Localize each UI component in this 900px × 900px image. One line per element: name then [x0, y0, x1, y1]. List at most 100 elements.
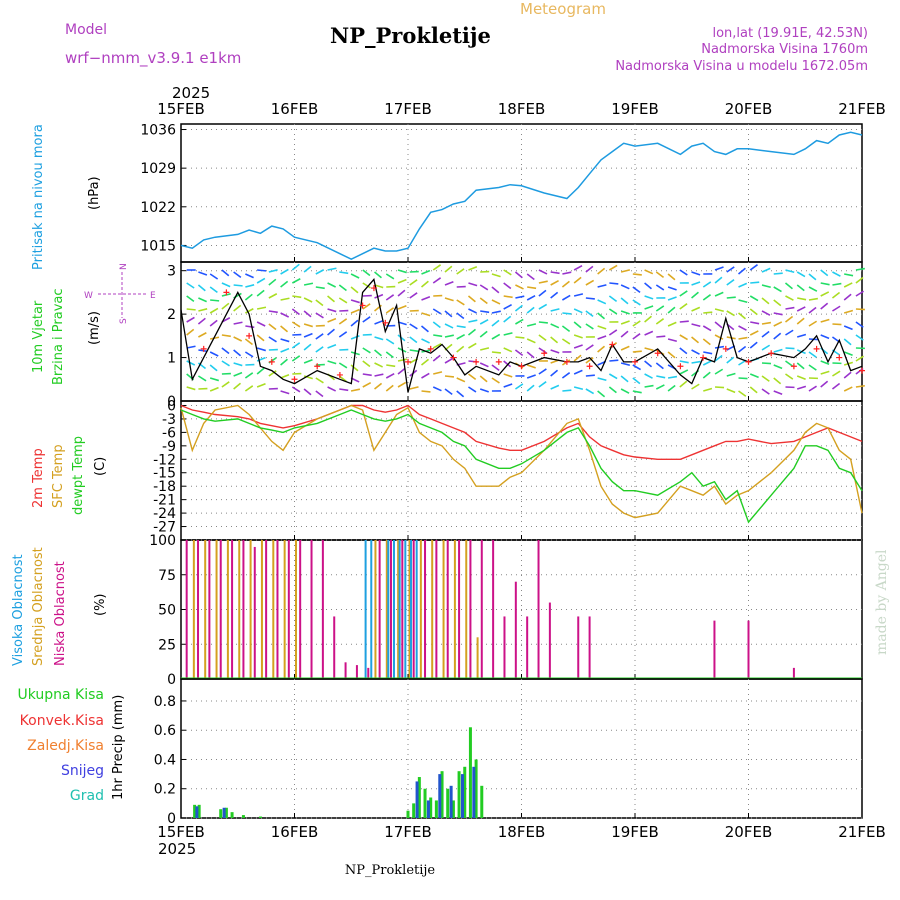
cloud-bar — [514, 581, 517, 679]
wind-barb — [855, 276, 864, 284]
wind-barb — [679, 290, 688, 297]
x-tick-label-bottom: 19FEB — [611, 823, 658, 841]
wind-barb — [667, 338, 677, 343]
wind-barb — [749, 341, 758, 349]
wind-barb — [773, 286, 782, 293]
x-tick-label-bottom: 15FEB — [157, 823, 204, 841]
wind-barb — [761, 330, 770, 338]
gust-marker — [654, 350, 661, 357]
wind-barb — [409, 336, 418, 344]
wind-barb — [608, 329, 618, 336]
x-tick-label-bottom: 17FEB — [384, 823, 431, 841]
gust-marker — [450, 354, 457, 361]
cloud-bar — [526, 616, 529, 679]
panel-clouds: 100 75 50 25 0 — [149, 533, 863, 688]
wind-barb — [315, 312, 324, 319]
footer-title: NP_Prokletije — [345, 863, 436, 878]
precip-bar — [423, 788, 427, 818]
wind-barb — [644, 269, 654, 275]
wind-barb — [597, 345, 606, 353]
wind-barb — [280, 268, 289, 275]
wind-barb — [608, 386, 617, 394]
wind-barb — [703, 387, 713, 392]
wind-barb — [515, 284, 524, 290]
wind-barb — [820, 318, 830, 323]
wind-barb — [338, 297, 348, 304]
wind-barb — [573, 276, 582, 284]
wind-barb — [186, 295, 195, 302]
gust-marker — [246, 332, 253, 339]
wind-barb — [280, 338, 290, 343]
wind-barb — [209, 273, 219, 280]
wind-barb — [855, 290, 865, 297]
cloud-bar — [370, 540, 373, 679]
wind-barb — [526, 306, 535, 314]
wind-barb — [761, 267, 771, 273]
wind-barb — [526, 384, 535, 392]
wind-barb — [385, 338, 395, 345]
gust-marker — [291, 376, 298, 383]
wind-barb — [233, 271, 242, 278]
wind-barb — [679, 347, 688, 355]
cloud-bar — [410, 540, 412, 679]
wind-barb — [644, 305, 654, 310]
wind-barb — [362, 269, 371, 277]
precip-bar — [451, 800, 455, 818]
cloud-bar — [260, 540, 263, 679]
wind-barb — [608, 373, 618, 380]
wind-barb — [479, 284, 489, 291]
wind-barb — [350, 319, 359, 327]
wind-barb — [514, 349, 524, 357]
panel-pressure: 15FEB 16FEB 17FEB 18FEB 19FEB 20FEB 21FEB 1036 1… — [140, 100, 886, 263]
wind-barb — [397, 289, 406, 297]
wind-barb — [421, 372, 430, 379]
wind-barb — [632, 299, 641, 306]
wind-barb — [738, 377, 748, 380]
wind-barb — [479, 388, 489, 393]
cloud-bar — [321, 540, 324, 679]
wind-barb — [632, 273, 642, 276]
wind-barb — [362, 282, 371, 289]
wind-barb — [503, 315, 512, 323]
cloud-bar — [408, 540, 411, 679]
wind-barb — [843, 309, 854, 314]
cloud-bar — [480, 540, 483, 679]
wind-barb — [397, 269, 407, 274]
wind-barb — [573, 369, 583, 375]
wind-barb — [515, 318, 524, 325]
wind-barb — [491, 286, 500, 294]
wind-barb — [209, 286, 218, 293]
wind-barb — [303, 282, 314, 286]
wind-barb — [796, 385, 807, 390]
wind-barb — [197, 317, 206, 325]
cloud-bar — [392, 540, 395, 679]
wind-barb — [832, 323, 842, 326]
wind-barb — [784, 282, 793, 290]
wind-barb — [726, 356, 735, 364]
wind-barb — [550, 271, 560, 275]
wind-barb — [585, 357, 594, 364]
wind-barb — [702, 371, 711, 379]
temp-side-label-2: SFC Temp — [51, 444, 66, 508]
wind-barb — [291, 263, 300, 271]
precip-bar — [457, 771, 461, 818]
wind-barb — [726, 279, 735, 286]
precip-ylabel: 1hr Precip (mm) — [111, 695, 126, 800]
wind-barb — [327, 282, 336, 288]
cloud-bar — [344, 662, 347, 679]
wind-barb — [773, 299, 782, 307]
cloud-bar — [238, 540, 241, 679]
wind-barb — [303, 265, 312, 273]
wind-barb — [726, 266, 735, 273]
x-tick-label-top: 20FEB — [725, 100, 772, 118]
wind-barb — [374, 293, 384, 299]
wind-barb — [456, 268, 465, 275]
wind-barb — [761, 297, 770, 305]
top-year-label: 2025 — [172, 84, 210, 102]
cloud-bar — [387, 540, 390, 679]
precip-bar — [474, 759, 478, 818]
wind-barb — [420, 280, 429, 288]
model-label: Model — [65, 22, 107, 38]
wind-barb — [456, 312, 465, 320]
wind-barb — [808, 364, 817, 371]
